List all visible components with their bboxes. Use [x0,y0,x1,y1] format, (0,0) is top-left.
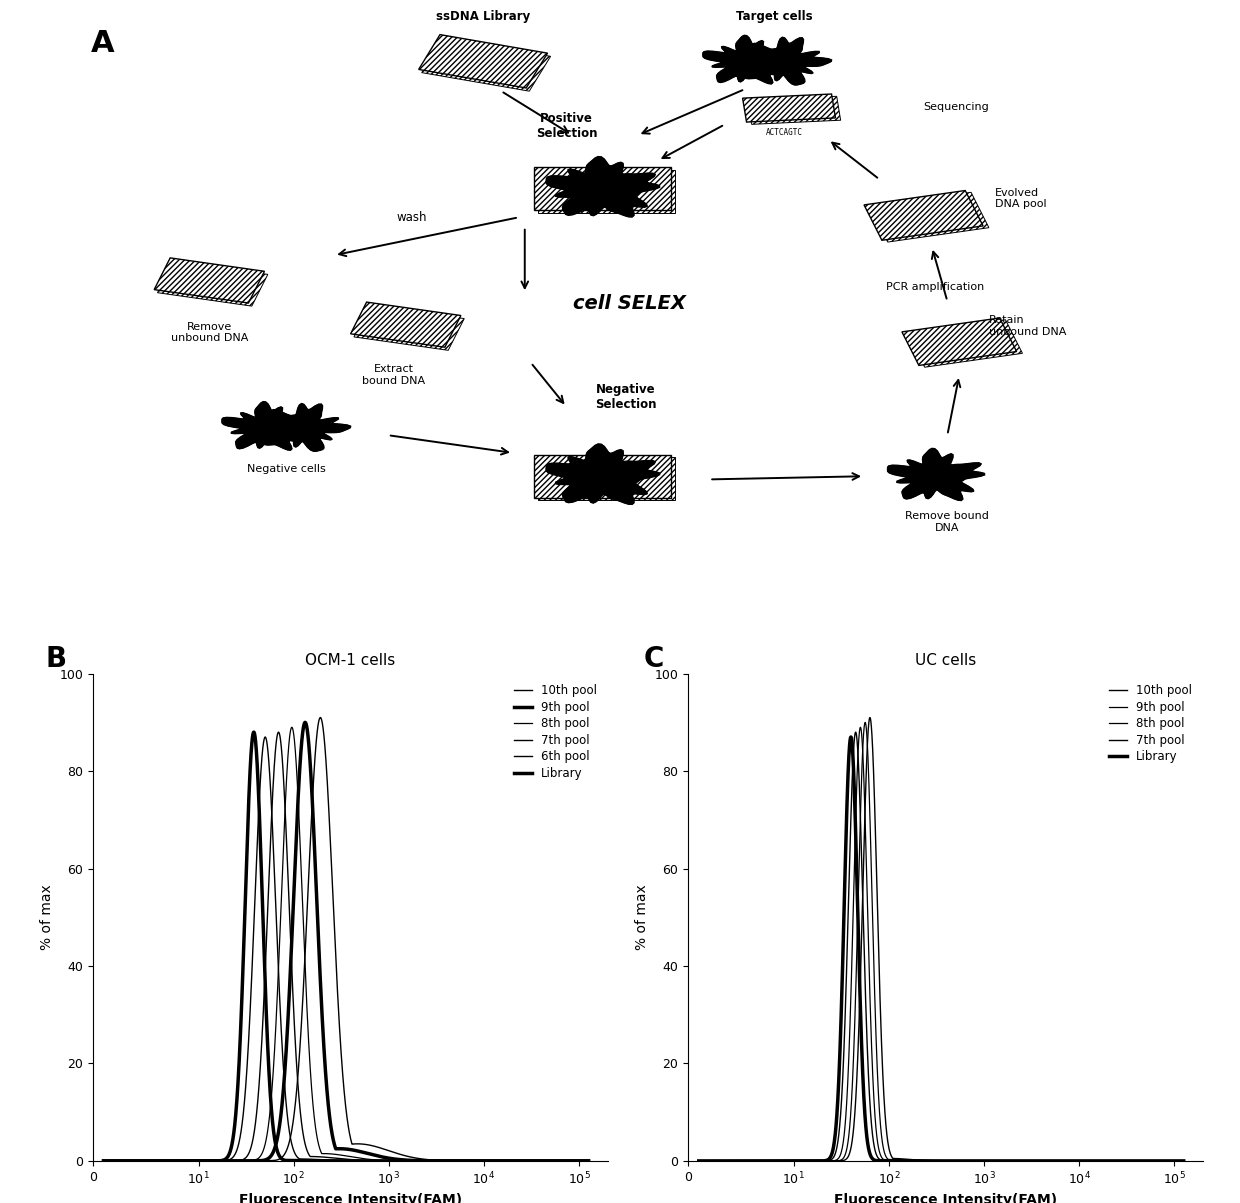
Text: ssDNA Library: ssDNA Library [436,11,531,23]
Title: UC cells: UC cells [915,653,976,669]
Bar [901,318,1017,366]
X-axis label: Fluorescence Intensity(FAM): Fluorescence Intensity(FAM) [835,1192,1056,1203]
Title: OCM-1 cells: OCM-1 cells [305,653,396,669]
Polygon shape [739,37,832,85]
Text: Retain
unbound DNA: Retain unbound DNA [990,315,1066,337]
Text: Sequencing: Sequencing [924,102,990,112]
Bar [154,257,264,303]
Polygon shape [546,444,660,504]
Text: cell SELEX: cell SELEX [573,295,686,313]
Bar [538,457,676,500]
Text: Negative cells: Negative cells [247,463,326,474]
Text: Target cells: Target cells [737,11,813,23]
Bar [533,167,671,211]
Text: PCR amplification: PCR amplification [887,282,985,292]
Y-axis label: % of max: % of max [40,884,53,950]
Bar [157,261,268,306]
Bar [869,192,990,242]
Polygon shape [258,403,351,451]
Text: ACTCAGTC: ACTCAGTC [766,128,802,137]
Bar [419,35,548,88]
Bar [351,302,461,348]
Text: Evolved
DNA pool: Evolved DNA pool [994,188,1047,209]
Polygon shape [888,449,985,500]
Y-axis label: % of max: % of max [635,884,649,950]
Bar [864,190,983,241]
Text: wash: wash [397,211,427,224]
X-axis label: Fluorescence Intensity(FAM): Fluorescence Intensity(FAM) [239,1192,461,1203]
Text: B: B [45,645,67,674]
Text: Positive
Selection: Positive Selection [536,112,598,140]
Polygon shape [703,35,792,84]
Text: Remove
unbound DNA: Remove unbound DNA [171,321,248,343]
Text: C: C [644,645,663,674]
Bar [353,306,464,350]
Legend: 10th pool, 9th pool, 8th pool, 7th pool, 6th pool, Library: 10th pool, 9th pool, 8th pool, 7th pool,… [510,680,601,784]
Bar [538,170,676,213]
Polygon shape [222,402,312,450]
Bar [908,320,1023,367]
Text: Extract
bound DNA: Extract bound DNA [362,365,425,386]
Legend: 10th pool, 9th pool, 8th pool, 7th pool, Library: 10th pool, 9th pool, 8th pool, 7th pool,… [1105,680,1197,769]
Text: Negative
Selection: Negative Selection [595,384,657,411]
Bar [422,37,551,91]
Bar [748,96,841,124]
Text: A: A [91,29,114,58]
Polygon shape [546,156,660,217]
Text: Remove bound
DNA: Remove bound DNA [905,511,990,533]
Bar [743,94,836,122]
Bar [533,455,671,498]
